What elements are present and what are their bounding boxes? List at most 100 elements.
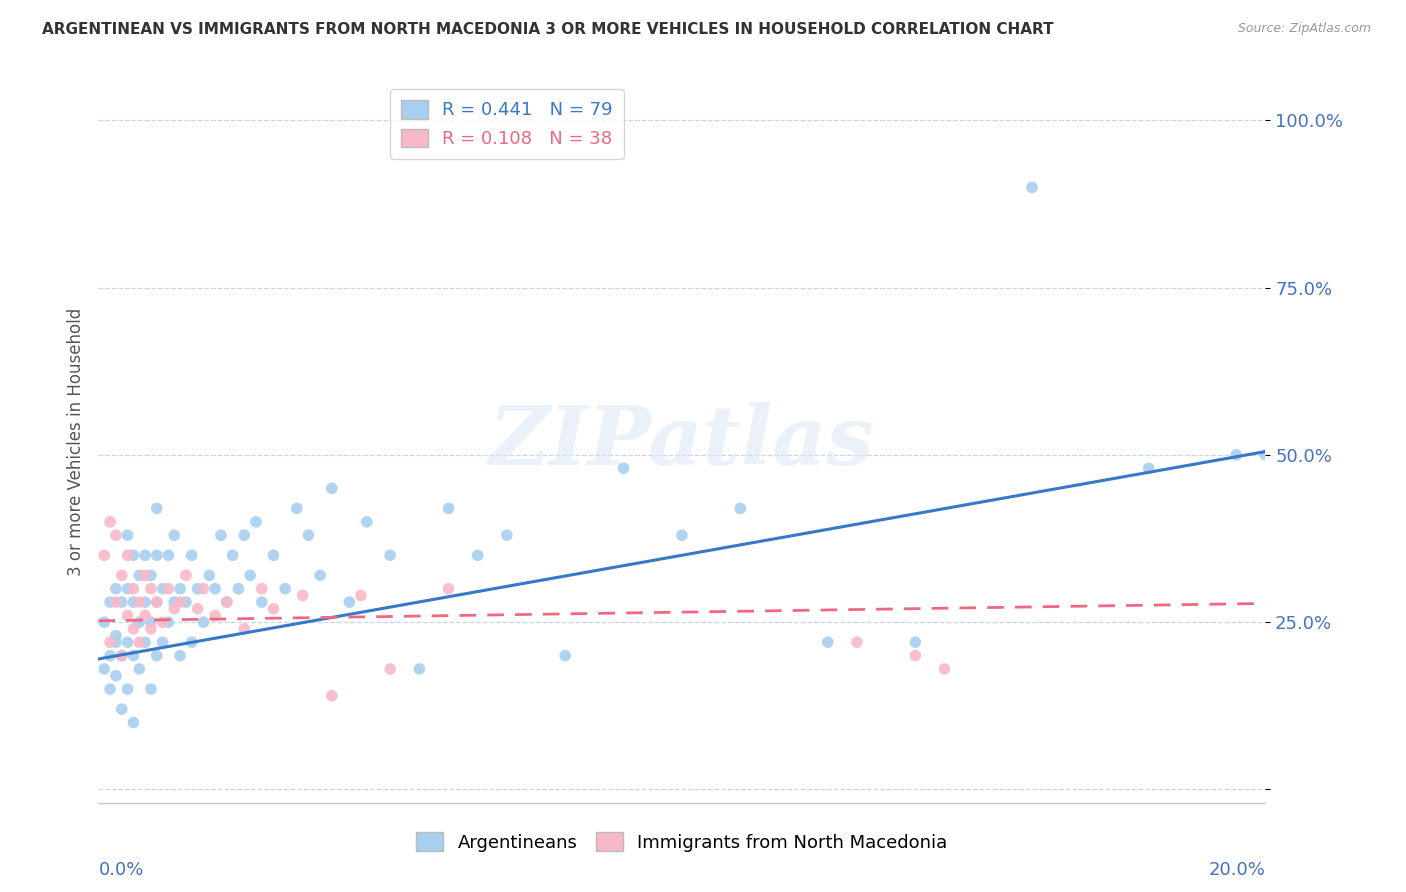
- Point: [122, 648, 145, 663]
- Point: [496, 528, 519, 542]
- Point: [111, 568, 134, 582]
- Point: [139, 622, 162, 636]
- Point: [180, 635, 202, 649]
- Point: [146, 548, 169, 563]
- Point: [380, 548, 402, 563]
- Point: [187, 602, 209, 616]
- Point: [262, 602, 284, 616]
- Point: [193, 615, 215, 630]
- Point: [128, 568, 150, 582]
- Point: [554, 648, 576, 663]
- Point: [350, 589, 373, 603]
- Point: [671, 528, 693, 542]
- Point: [193, 582, 215, 596]
- Point: [204, 608, 226, 623]
- Point: [93, 662, 115, 676]
- Point: [98, 515, 121, 529]
- Point: [250, 595, 273, 609]
- Point: [117, 608, 139, 623]
- Point: [134, 608, 156, 623]
- Point: [98, 682, 121, 697]
- Point: [152, 582, 174, 596]
- Point: [380, 662, 402, 676]
- Point: [198, 568, 221, 582]
- Point: [169, 582, 191, 596]
- Point: [163, 602, 186, 616]
- Point: [93, 548, 115, 563]
- Point: [297, 528, 319, 542]
- Text: Source: ZipAtlas.com: Source: ZipAtlas.com: [1237, 22, 1371, 36]
- Point: [98, 635, 121, 649]
- Point: [146, 501, 169, 516]
- Point: [117, 582, 139, 596]
- Point: [128, 595, 150, 609]
- Point: [291, 589, 314, 603]
- Point: [408, 662, 430, 676]
- Point: [204, 582, 226, 596]
- Point: [174, 568, 197, 582]
- Point: [239, 568, 262, 582]
- Point: [104, 528, 127, 542]
- Point: [612, 461, 634, 475]
- Point: [1137, 461, 1160, 475]
- Point: [163, 528, 186, 542]
- Point: [262, 548, 284, 563]
- Point: [122, 582, 145, 596]
- Point: [139, 568, 162, 582]
- Point: [285, 501, 308, 516]
- Point: [309, 568, 332, 582]
- Point: [104, 635, 127, 649]
- Point: [321, 482, 343, 496]
- Point: [104, 669, 127, 683]
- Point: [730, 501, 752, 516]
- Point: [122, 715, 145, 730]
- Point: [221, 548, 243, 563]
- Point: [111, 648, 134, 663]
- Point: [122, 548, 145, 563]
- Point: [122, 622, 145, 636]
- Point: [117, 548, 139, 563]
- Point: [111, 702, 134, 716]
- Point: [321, 689, 343, 703]
- Text: ZIPatlas: ZIPatlas: [489, 401, 875, 482]
- Point: [233, 622, 256, 636]
- Point: [233, 528, 256, 542]
- Point: [104, 582, 127, 596]
- Text: 0.0%: 0.0%: [98, 861, 143, 879]
- Point: [169, 648, 191, 663]
- Point: [437, 582, 460, 596]
- Point: [157, 582, 180, 596]
- Point: [209, 528, 232, 542]
- Point: [111, 648, 134, 663]
- Point: [169, 595, 191, 609]
- Point: [1225, 448, 1247, 462]
- Point: [117, 528, 139, 542]
- Point: [228, 582, 250, 596]
- Point: [157, 615, 180, 630]
- Point: [98, 648, 121, 663]
- Point: [93, 615, 115, 630]
- Point: [250, 582, 273, 596]
- Point: [122, 595, 145, 609]
- Point: [1021, 180, 1043, 194]
- Point: [817, 635, 839, 649]
- Y-axis label: 3 or more Vehicles in Household: 3 or more Vehicles in Household: [66, 308, 84, 575]
- Point: [128, 615, 150, 630]
- Point: [437, 501, 460, 516]
- Point: [139, 682, 162, 697]
- Point: [128, 662, 150, 676]
- Point: [356, 515, 378, 529]
- Point: [104, 628, 127, 642]
- Point: [467, 548, 489, 563]
- Point: [215, 595, 238, 609]
- Point: [134, 548, 156, 563]
- Point: [128, 635, 150, 649]
- Point: [215, 595, 238, 609]
- Point: [152, 615, 174, 630]
- Point: [1254, 448, 1277, 462]
- Point: [139, 615, 162, 630]
- Point: [163, 595, 186, 609]
- Text: ARGENTINEAN VS IMMIGRANTS FROM NORTH MACEDONIA 3 OR MORE VEHICLES IN HOUSEHOLD C: ARGENTINEAN VS IMMIGRANTS FROM NORTH MAC…: [42, 22, 1054, 37]
- Point: [180, 548, 202, 563]
- Legend: Argentineans, Immigrants from North Macedonia: Argentineans, Immigrants from North Mace…: [409, 825, 955, 859]
